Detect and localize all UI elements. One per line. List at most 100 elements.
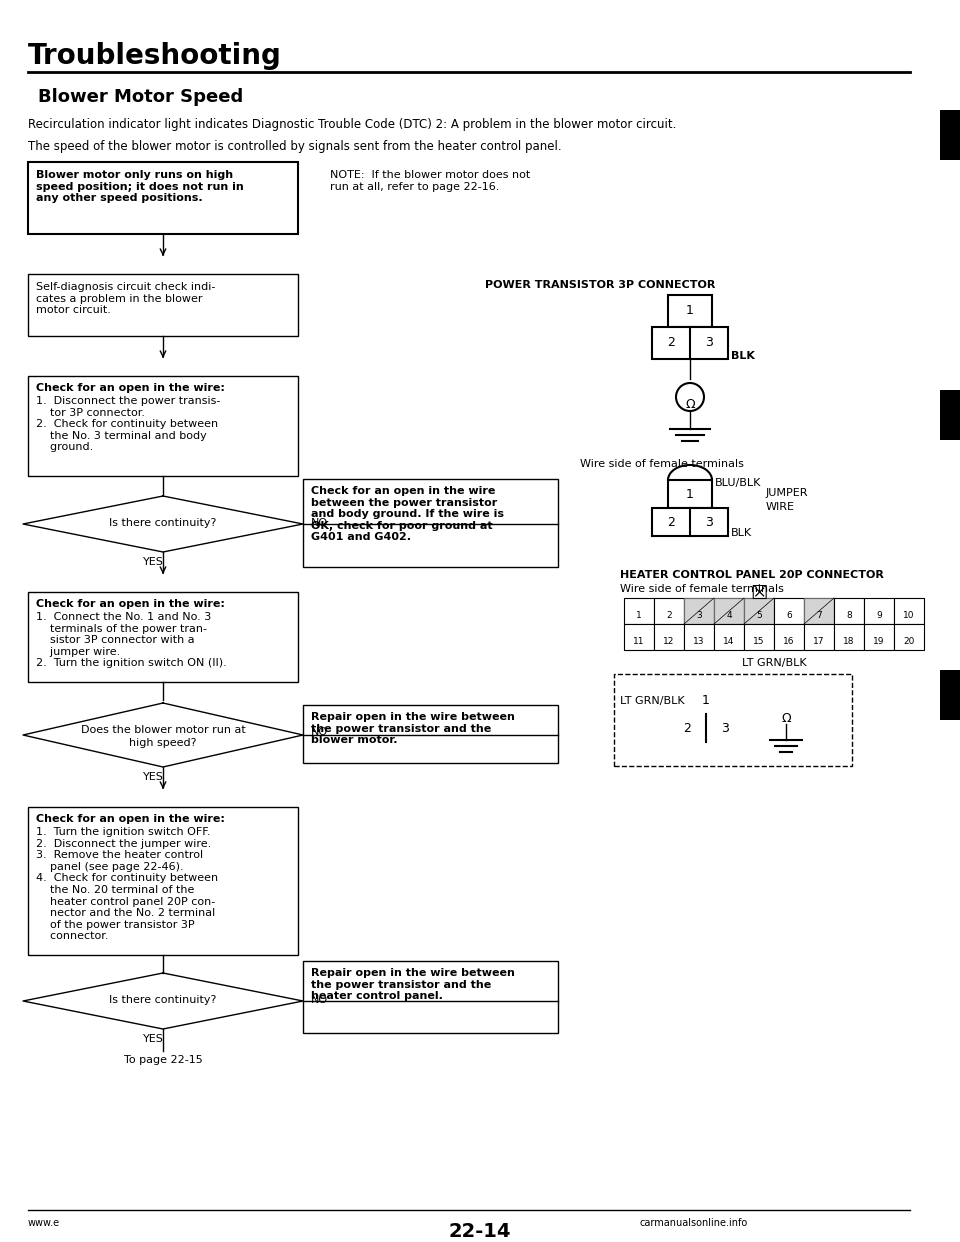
Polygon shape [714,597,744,623]
Text: Check for an open in the wire
between the power transistor
and body ground. If t: Check for an open in the wire between th… [311,486,504,543]
Text: 3: 3 [721,722,729,734]
Bar [864,597,894,623]
Bar [684,597,714,623]
Text: Ω: Ω [685,399,695,411]
Text: 3: 3 [705,337,713,349]
Text: 19: 19 [874,637,885,647]
Text: 16: 16 [783,637,795,647]
Polygon shape [684,597,714,623]
Text: 4: 4 [726,611,732,621]
Text: JUMPER: JUMPER [766,488,808,498]
Bar [303,479,558,568]
Bar [744,597,774,623]
Text: 14: 14 [723,637,734,647]
Text: ☒: ☒ [751,584,768,604]
Text: Does the blower motor run at: Does the blower motor run at [81,725,246,735]
Text: Blower motor only runs on high
speed position; it does not run in
any other spee: Blower motor only runs on high speed pos… [36,170,244,204]
Bar [804,623,834,650]
Bar [614,674,852,766]
Text: www.e: www.e [28,1218,60,1228]
Text: 2: 2 [684,722,691,734]
Bar [940,390,960,440]
Text: Self-diagnosis circuit check indi-
cates a problem in the blower
motor circuit.: Self-diagnosis circuit check indi- cates… [36,282,215,315]
Polygon shape [744,597,774,623]
Text: Wire side of female terminals: Wire side of female terminals [580,460,744,469]
Text: Recirculation indicator light indicates Diagnostic Trouble Code (DTC) 2: A probl: Recirculation indicator light indicates … [28,118,677,130]
Text: 17: 17 [813,637,825,647]
Text: NOTE:  If the blower motor does not
run at all, refer to page 22-16.: NOTE: If the blower motor does not run a… [330,170,530,191]
Bar [654,623,684,650]
Text: NO: NO [311,995,328,1005]
Bar [684,623,714,650]
Text: NO: NO [311,518,328,528]
Text: 1: 1 [686,488,694,501]
Text: Is there continuity?: Is there continuity? [109,995,217,1005]
Text: Wire side of female terminals: Wire side of female terminals [620,584,784,594]
Bar [654,597,684,623]
Text: high speed?: high speed? [130,738,197,748]
Text: Check for an open in the wire:: Check for an open in the wire: [36,814,225,823]
Text: 1.  Turn the ignition switch OFF.
2.  Disconnect the jumper wire.
3.  Remove the: 1. Turn the ignition switch OFF. 2. Disc… [36,827,218,941]
Text: carmanualsonline.info: carmanualsonline.info [640,1218,748,1228]
Text: LT GRN/BLK: LT GRN/BLK [620,696,684,705]
Bar [28,592,298,682]
Bar [774,623,804,650]
Text: WIRE: WIRE [766,502,795,512]
Text: POWER TRANSISTOR 3P CONNECTOR: POWER TRANSISTOR 3P CONNECTOR [485,279,715,289]
Text: The speed of the blower motor is controlled by signals sent from the heater cont: The speed of the blower motor is control… [28,140,562,153]
Bar [714,623,744,650]
Text: 12: 12 [663,637,675,647]
Bar [864,623,894,650]
Text: 1: 1 [636,611,642,621]
Text: Check for an open in the wire:: Check for an open in the wire: [36,383,225,392]
Text: 5: 5 [756,611,762,621]
Bar [834,623,864,650]
Text: Ω: Ω [781,712,791,724]
Bar [303,705,558,763]
Bar [940,669,960,720]
Text: 20: 20 [903,637,915,647]
Text: BLK: BLK [731,351,755,361]
Bar [714,597,744,623]
Bar [894,623,924,650]
Bar [684,686,728,714]
Text: 1: 1 [686,304,694,318]
Text: Troubleshooting: Troubleshooting [28,42,282,70]
Text: 13: 13 [693,637,705,647]
Bar [804,597,834,623]
Text: LT GRN/BLK: LT GRN/BLK [742,658,806,668]
Text: To page 22-15: To page 22-15 [124,1054,203,1064]
Bar [744,623,774,650]
Text: 6: 6 [786,611,792,621]
Text: Is there continuity?: Is there continuity? [109,518,217,528]
Text: Blower Motor Speed: Blower Motor Speed [38,88,243,106]
Text: 1.  Connect the No. 1 and No. 3
    terminals of the power tran-
    sistor 3P c: 1. Connect the No. 1 and No. 3 terminals… [36,612,227,668]
Bar [774,597,804,623]
Bar [668,296,712,327]
Text: 7: 7 [816,611,822,621]
Text: YES: YES [143,556,163,568]
Bar [668,479,712,508]
Text: 11: 11 [634,637,645,647]
Bar [668,714,744,741]
Text: NO: NO [311,727,328,737]
Text: 1.  Disconnect the power transis-
    tor 3P connector.
2.  Check for continuity: 1. Disconnect the power transis- tor 3P … [36,396,221,452]
Text: Check for an open in the wire:: Check for an open in the wire: [36,599,225,609]
Text: BLU/BLK: BLU/BLK [715,478,761,488]
Text: Repair open in the wire between
the power transistor and the
heater control pane: Repair open in the wire between the powe… [311,968,515,1001]
Bar [28,274,298,337]
Text: 18: 18 [843,637,854,647]
Text: 2: 2 [667,515,675,529]
Text: 15: 15 [754,637,765,647]
Text: Repair open in the wire between
the power transistor and the
blower motor.: Repair open in the wire between the powe… [311,712,515,745]
Bar [834,597,864,623]
Text: YES: YES [143,1035,163,1045]
Text: YES: YES [143,773,163,782]
Text: BLK: BLK [731,528,752,538]
Text: HEATER CONTROL PANEL 20P CONNECTOR: HEATER CONTROL PANEL 20P CONNECTOR [620,570,884,580]
Bar [652,327,728,359]
Bar [652,508,728,537]
Bar [28,161,298,233]
Polygon shape [804,597,834,623]
Text: 22-14: 22-14 [448,1222,512,1241]
